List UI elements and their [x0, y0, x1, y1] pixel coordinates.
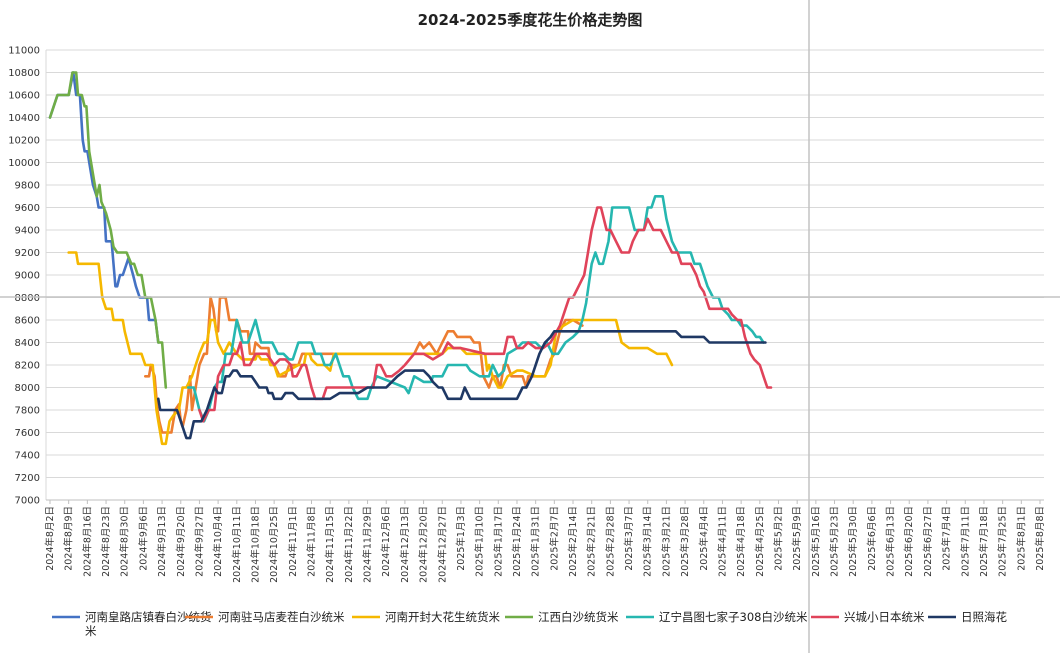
- legend-label: 辽宁昌图七家子308白沙统米: [659, 610, 808, 624]
- axes: 7000 7200 7400 7600 7800 8000 8200 8400 8600 8800…: [8, 46, 1046, 583]
- grid: [46, 49, 1044, 501]
- x-tick-label: 2025年6月27日: [922, 506, 934, 577]
- series-line-3: [67, 251, 674, 446]
- x-tick-label: 2025年1月17日: [492, 506, 504, 577]
- x-tick-label: 2024年11月29日: [362, 506, 374, 583]
- x-tick-label: 2025年4月4日: [698, 506, 710, 571]
- x-tick-label: 2025年2月28日: [604, 506, 616, 577]
- x-tick-label: 2025年2月7日: [548, 506, 560, 571]
- x-tick-label: 2025年4月25日: [754, 506, 766, 577]
- x-tick-label: 2025年6月20日: [903, 506, 915, 577]
- y-tick-label: 10200: [8, 136, 40, 147]
- legend-label: 兴城小日本统米: [844, 610, 925, 624]
- x-tick-label: 2025年7月4日: [941, 506, 953, 571]
- y-tick-label: 7000: [15, 496, 40, 507]
- x-tick-label: 2025年3月28日: [679, 506, 691, 577]
- x-tick-label: 2025年2月21日: [586, 506, 598, 577]
- y-tick-label: 8800: [15, 293, 40, 304]
- y-tick-label: 9200: [15, 248, 40, 259]
- y-tick-label: 10000: [8, 158, 40, 169]
- y-tick-label: 8600: [15, 316, 40, 327]
- x-tick-label: 2024年11月15日: [324, 506, 336, 583]
- y-tick-label: 7600: [15, 428, 40, 439]
- x-tick-label: 2025年1月10日: [474, 506, 486, 577]
- legend-label: 日照海花: [961, 610, 1007, 624]
- x-tick-label: 2025年1月3日: [455, 506, 467, 571]
- y-tick-label: 9600: [15, 203, 40, 214]
- x-tick-label: 2024年8月30日: [119, 506, 131, 577]
- x-tick-label: 2024年10月25日: [268, 506, 280, 583]
- y-tick-label: 9800: [15, 181, 40, 192]
- x-tick-label: 2024年11月8日: [306, 506, 318, 577]
- x-tick-label: 2024年9月27日: [193, 506, 205, 577]
- x-tick-label: 2024年11月1日: [287, 506, 299, 577]
- x-tick-label: 2025年4月18日: [735, 506, 747, 577]
- x-tick-label: 2025年3月14日: [642, 506, 654, 577]
- x-tick-label: 2025年6月13日: [885, 506, 897, 577]
- x-tick-label: 2025年5月30日: [847, 506, 859, 577]
- x-tick-label: 2024年8月2日: [44, 506, 56, 571]
- y-tick-label: 11000: [8, 46, 40, 57]
- x-tick-label: 2024年12月13日: [399, 506, 411, 583]
- x-tick-label: 2025年5月2日: [772, 506, 784, 571]
- y-tick-label: 9400: [15, 226, 40, 237]
- x-tick-label: 2025年7月11日: [959, 506, 971, 577]
- x-tick-label: 2025年3月7日: [623, 506, 635, 571]
- x-tick-label: 2025年1月24日: [511, 506, 523, 577]
- y-tick-label: 7200: [15, 473, 40, 484]
- x-tick-label: 2025年2月14日: [567, 506, 579, 577]
- legend-label: 河南驻马店麦茬白沙统米: [218, 610, 345, 624]
- y-tick-label: 10400: [8, 113, 40, 124]
- x-tick-label: 2024年12月6日: [380, 506, 392, 577]
- y-tick-label: 10600: [8, 91, 40, 102]
- x-tick-label: 2025年5月9日: [791, 506, 803, 571]
- x-tick-label: 2025年1月31日: [530, 506, 542, 577]
- y-tick-label: 8000: [15, 383, 40, 394]
- x-tick-label: 2024年8月9日: [63, 506, 75, 571]
- x-tick-label: 2024年12月20日: [418, 506, 430, 583]
- x-tick-label: 2025年8月8日: [1034, 506, 1046, 571]
- x-tick-label: 2024年9月6日: [137, 506, 149, 571]
- x-tick-label: 2024年11月22日: [343, 506, 355, 583]
- x-tick-label: 2025年3月21日: [660, 506, 672, 577]
- x-tick-label: 2024年10月11日: [231, 506, 243, 583]
- chart-title: 2024-2025季度花生价格走势图: [418, 11, 643, 29]
- x-tick-label: 2024年10月18日: [249, 506, 261, 583]
- x-tick-label: 2024年8月16日: [81, 506, 93, 577]
- x-tick-label: 2024年12月27日: [436, 506, 448, 583]
- series-line-5: [186, 195, 765, 423]
- y-tick-label: 7400: [15, 451, 40, 462]
- x-tick-label: 2024年9月13日: [156, 506, 168, 577]
- series-line-6: [198, 206, 773, 423]
- x-tick-label: 2024年10月4日: [212, 506, 224, 577]
- y-tick-label: 8200: [15, 361, 40, 372]
- legend-label: 江西白沙统货米: [538, 610, 619, 624]
- legend-label: 河南皇路店镇春白沙统货米: [85, 610, 212, 638]
- x-tick-label: 2025年7月25日: [997, 506, 1009, 577]
- x-tick-label: 2025年5月23日: [829, 506, 841, 577]
- y-tick-label: 10800: [8, 68, 40, 79]
- y-tick-label: 7800: [15, 406, 40, 417]
- legend-label: 河南开封大花生统货米: [385, 610, 500, 624]
- series-line-7: [157, 329, 767, 440]
- x-tick-label: 2024年9月20日: [175, 506, 187, 577]
- x-tick-label: 2025年7月18日: [978, 506, 990, 577]
- y-tick-label: 9000: [15, 271, 40, 282]
- x-tick-label: 2025年4月11日: [716, 506, 728, 577]
- x-tick-label: 2024年8月23日: [100, 506, 112, 577]
- x-tick-label: 2025年5月16日: [810, 506, 822, 577]
- x-tick-label: 2025年8月1日: [1015, 506, 1027, 571]
- x-tick-label: 2025年6月6日: [866, 506, 878, 571]
- y-tick-label: 8400: [15, 338, 40, 349]
